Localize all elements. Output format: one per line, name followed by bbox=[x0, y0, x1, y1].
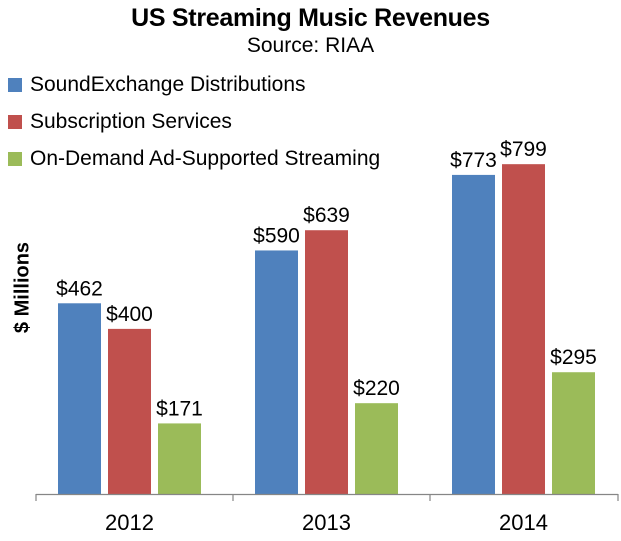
bar-2012-series-1 bbox=[108, 328, 151, 494]
legend-swatch-ad-supported bbox=[8, 151, 22, 166]
legend-label-ad-supported: On-Demand Ad-Supported Streaming bbox=[30, 146, 381, 170]
chart-title: US Streaming Music Revenues bbox=[131, 4, 490, 32]
legend-item-soundexchange: SoundExchange Distributions bbox=[8, 66, 380, 103]
data-label-2012-series-1: $400 bbox=[106, 303, 153, 326]
data-label-2012-series-0: $462 bbox=[56, 277, 103, 300]
chart-subtitle: Source: RIAA bbox=[246, 34, 375, 57]
data-label-2013-series-1: $639 bbox=[303, 204, 350, 227]
x-tick-label-2014: 2014 bbox=[499, 510, 548, 535]
bar-2012-series-2 bbox=[158, 423, 201, 494]
x-tick-label-2012: 2012 bbox=[105, 510, 154, 535]
legend-swatch-subscription bbox=[8, 114, 22, 129]
bar-2014-series-1 bbox=[502, 164, 545, 495]
legend-item-ad-supported: On-Demand Ad-Supported Streaming bbox=[8, 140, 380, 177]
data-label-2014-series-0: $773 bbox=[450, 149, 497, 172]
data-label-2012-series-2: $171 bbox=[156, 397, 203, 420]
bar-2012-series-0 bbox=[58, 303, 101, 494]
data-label-2013-series-0: $590 bbox=[253, 224, 300, 247]
legend-label-soundexchange: SoundExchange Distributions bbox=[30, 72, 306, 96]
bar-2014-series-0 bbox=[452, 174, 495, 495]
legend: SoundExchange Distributions Subscription… bbox=[8, 66, 380, 177]
x-tick-label-2013: 2013 bbox=[302, 510, 351, 535]
legend-item-subscription: Subscription Services bbox=[8, 103, 380, 140]
data-label-2014-series-2: $295 bbox=[550, 346, 597, 369]
legend-label-subscription: Subscription Services bbox=[30, 109, 232, 133]
bar-2013-series-1 bbox=[305, 230, 348, 494]
legend-swatch-soundexchange bbox=[8, 77, 22, 92]
bar-2013-series-0 bbox=[255, 250, 298, 494]
data-label-2013-series-2: $220 bbox=[353, 377, 400, 400]
bar-2014-series-2 bbox=[552, 372, 595, 494]
data-label-2014-series-1: $799 bbox=[500, 138, 547, 161]
bar-2013-series-2 bbox=[355, 403, 398, 494]
